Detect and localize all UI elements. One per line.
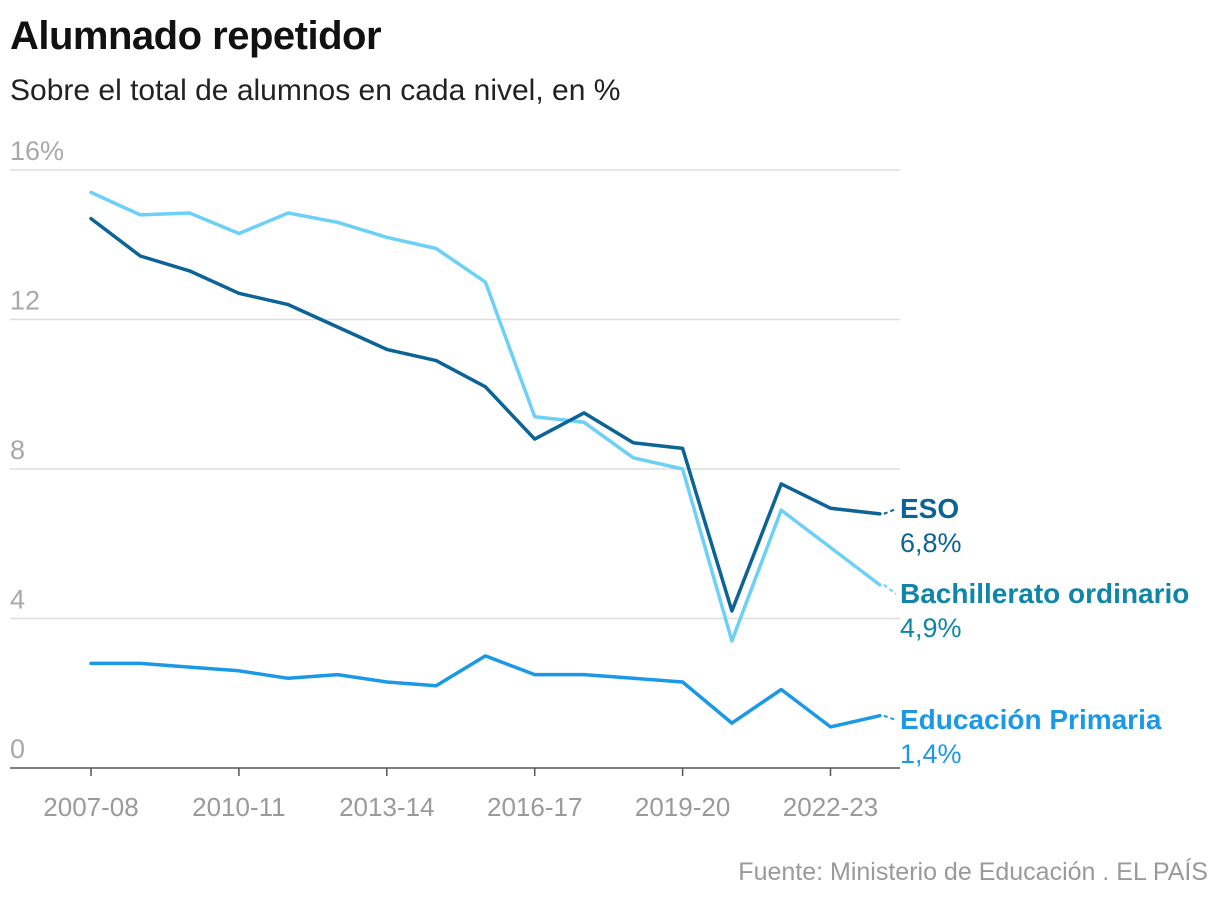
y-tick-label: 8 (10, 435, 25, 465)
grid-lines (10, 169, 900, 620)
y-tick-label: 0 (10, 734, 25, 764)
series-line-bachillerato-ordinario (89, 190, 882, 643)
label-connector (883, 584, 897, 595)
series-label-name: Bachillerato ordinario (900, 578, 1189, 609)
series-end-labels: ESO 6,8% Bachillerato ordinario 4,9% Educaci… (883, 493, 1189, 769)
series-label-value: 1,4% (900, 739, 962, 769)
y-tick-label: 16% (10, 136, 64, 166)
series-line-educaci-n-primaria (89, 654, 882, 729)
y-axis-ticks: 16% 12 8 4 0 (10, 136, 64, 764)
series-line-eso (89, 216, 882, 613)
chart-subtitle: Sobre el total de alumnos en cada nivel,… (10, 74, 621, 107)
label-connector (883, 508, 897, 515)
x-tick-label: 2013-14 (339, 792, 434, 822)
series-label-value: 4,9% (900, 613, 962, 643)
y-tick-label: 12 (10, 286, 40, 316)
series-label-value: 6,8% (900, 528, 962, 558)
x-tick-label: 2016-17 (487, 792, 582, 822)
series-label-name: ESO (900, 493, 959, 524)
label-connector (883, 714, 897, 721)
x-tick-label: 2022-23 (783, 792, 878, 822)
x-tick-label: 2007-08 (43, 792, 138, 822)
chart-title: Alumnado repetidor (10, 14, 382, 58)
y-tick-label: 4 (10, 585, 25, 615)
x-axis: 2007-08 2010-11 2013-14 2016-17 2019-20 2022-… (10, 767, 900, 822)
source-note: Fuente: Ministerio de Educación . EL PAÍ… (738, 858, 1208, 886)
series-lines (89, 190, 882, 729)
series-label-name: Educación Primaria (900, 704, 1162, 735)
x-tick-label: 2019-20 (635, 792, 730, 822)
x-tick-label: 2010-11 (192, 792, 286, 822)
